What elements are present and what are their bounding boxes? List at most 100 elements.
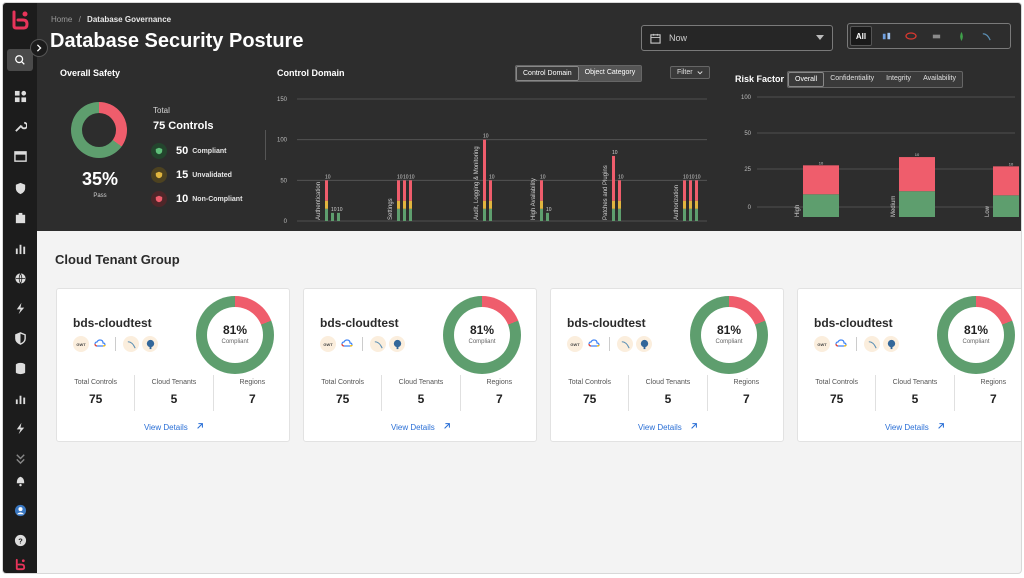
postgresql-icon	[142, 336, 158, 352]
y-tick-label: 100	[277, 138, 288, 144]
wrench-icon[interactable]	[11, 117, 29, 135]
filter-dropdown[interactable]: Filter	[670, 66, 710, 79]
control-domain-tabs: Control Domain Object Category	[515, 65, 643, 82]
icon-divider	[856, 337, 857, 351]
icon-divider	[609, 337, 610, 351]
bar-segment-compliant	[409, 208, 412, 221]
shield-icon[interactable]	[11, 329, 29, 347]
y-tick-label: 50	[744, 131, 751, 137]
regions-stat: Regions 7	[953, 375, 1021, 411]
unvalidated-count: 15	[176, 169, 189, 181]
breadcrumb-current: Database Governance	[87, 15, 172, 24]
date-filter-select[interactable]: Now	[641, 25, 833, 51]
noncompliant-label: Non-Compliant	[192, 195, 243, 203]
risk-bar-noncompliant	[899, 157, 935, 192]
bar-segment-compliant	[325, 208, 328, 221]
cloud-tenants-stat: Cloud Tenants 5	[381, 375, 459, 411]
pass-label: Pass	[93, 193, 107, 199]
cloud-tenants-value: 5	[911, 392, 919, 406]
bar-segment-compliant	[546, 212, 549, 221]
user-avatar-icon[interactable]	[11, 501, 29, 519]
regions-value: 7	[989, 392, 997, 406]
database-icon[interactable]	[925, 26, 947, 46]
tab-control-domain[interactable]: Control Domain	[516, 66, 579, 81]
tenant-card[interactable]: bds-cloudtest GWT 81% Compliant Total Contro…	[303, 288, 537, 442]
bar-segment-compliant	[397, 208, 400, 221]
breadcrumb-home[interactable]: Home	[51, 15, 73, 24]
notification-bell-icon[interactable]	[11, 471, 29, 489]
y-tick-label: 100	[741, 95, 752, 101]
bolt-icon[interactable]	[11, 419, 29, 437]
bar-segment-unvalidated	[683, 200, 686, 209]
bar-chart-icon[interactable]	[11, 239, 29, 257]
view-details-link[interactable]: View Details	[57, 422, 289, 432]
bar-segment-noncompliant	[489, 180, 492, 201]
analytics-icon[interactable]	[11, 389, 29, 407]
aws-icon[interactable]	[875, 26, 897, 46]
brand-mark-icon[interactable]	[11, 555, 29, 573]
total-label: Total	[153, 106, 170, 115]
window-icon[interactable]	[11, 147, 29, 165]
bar-value-label: 10	[618, 174, 624, 180]
tab-overall[interactable]: Overall	[788, 72, 825, 87]
risk-bar-value-label: 10	[915, 152, 920, 157]
tenant-card[interactable]: bds-cloudtest GWT 81% Compliant Total Contro…	[550, 288, 784, 442]
source-filter-all[interactable]: All	[850, 26, 872, 46]
compliance-donut	[690, 296, 768, 374]
view-details-link[interactable]: View Details	[798, 422, 1021, 432]
regions-stat: Regions 7	[706, 375, 783, 411]
globe-icon[interactable]	[11, 269, 29, 287]
package-icon[interactable]	[11, 209, 29, 227]
view-details-link[interactable]: View Details	[304, 422, 536, 432]
bar-segment-compliant	[683, 208, 686, 221]
dashboard-header: Home / Database Governance Database Secu…	[37, 3, 1021, 231]
google-cloud-icon	[586, 336, 602, 352]
tenant-card[interactable]: bds-cloudtest GWT 81% Compliant Total Contro…	[56, 288, 290, 442]
cloud-tenants-label: Cloud Tenants	[398, 379, 444, 386]
expand-sidebar-icon[interactable]	[30, 39, 48, 57]
section-divider	[265, 130, 266, 160]
view-details-link[interactable]: View Details	[551, 422, 783, 432]
tab-availability[interactable]: Availability	[923, 75, 957, 82]
mysql-icon[interactable]	[975, 26, 997, 46]
lightning-icon[interactable]	[11, 299, 29, 317]
overall-safety-title: Overall Safety	[60, 68, 121, 78]
tab-integrity[interactable]: Integrity	[886, 75, 912, 82]
bar-segment-unvalidated	[695, 200, 698, 209]
icon-divider	[362, 337, 363, 351]
oracle-icon[interactable]	[900, 26, 922, 46]
tenant-source-icons: GWT	[567, 336, 652, 352]
tab-confidentiality[interactable]: Confidentiality	[830, 75, 875, 82]
bar-segment-unvalidated	[409, 200, 412, 209]
view-details-label: View Details	[390, 423, 435, 432]
collapse-icon[interactable]	[11, 449, 29, 467]
control-domain-title: Control Domain	[277, 68, 345, 78]
tab-object-category[interactable]: Object Category	[578, 66, 642, 81]
compliance-percentage: 81%	[963, 323, 989, 337]
compliance-percentage: 81%	[222, 323, 248, 337]
bar-segment-unvalidated	[403, 200, 406, 209]
tenant-stats: Total Controls 75 Cloud Tenants 5 Regions 7	[57, 375, 289, 411]
gwt-badge-icon: GWT	[814, 336, 830, 352]
tenant-stats: Total Controls 75 Cloud Tenants 5 Regions 7	[798, 375, 1021, 411]
mongodb-icon[interactable]	[950, 26, 972, 46]
database-icon[interactable]	[11, 359, 29, 377]
shield-check-icon[interactable]	[11, 179, 29, 197]
view-details-label: View Details	[637, 423, 682, 432]
chevron-down-icon	[816, 35, 824, 40]
compliance-label: Compliant	[221, 339, 249, 345]
cloud-tenants-stat: Cloud Tenants 5	[628, 375, 706, 411]
y-tick-label: 0	[748, 205, 752, 211]
search-icon[interactable]	[7, 49, 33, 71]
total-controls-value: 75	[582, 392, 597, 406]
risk-factor-tabs: Overall Confidentiality Integrity Availa…	[787, 71, 964, 88]
regions-stat: Regions 7	[212, 375, 289, 411]
dashboard-icon[interactable]	[11, 87, 29, 105]
risk-factor-title: Risk Factor	[735, 74, 785, 84]
help-icon[interactable]: ?	[11, 531, 29, 549]
tenant-name: bds-cloudtest	[73, 316, 152, 330]
unvalidated-stat: 15 Unvalidated	[151, 167, 232, 183]
bar-segment-compliant	[337, 212, 340, 221]
brand-logo-icon[interactable]	[9, 9, 31, 31]
tenant-card[interactable]: bds-cloudtest GWT 81% Compliant Total Contro…	[797, 288, 1021, 442]
